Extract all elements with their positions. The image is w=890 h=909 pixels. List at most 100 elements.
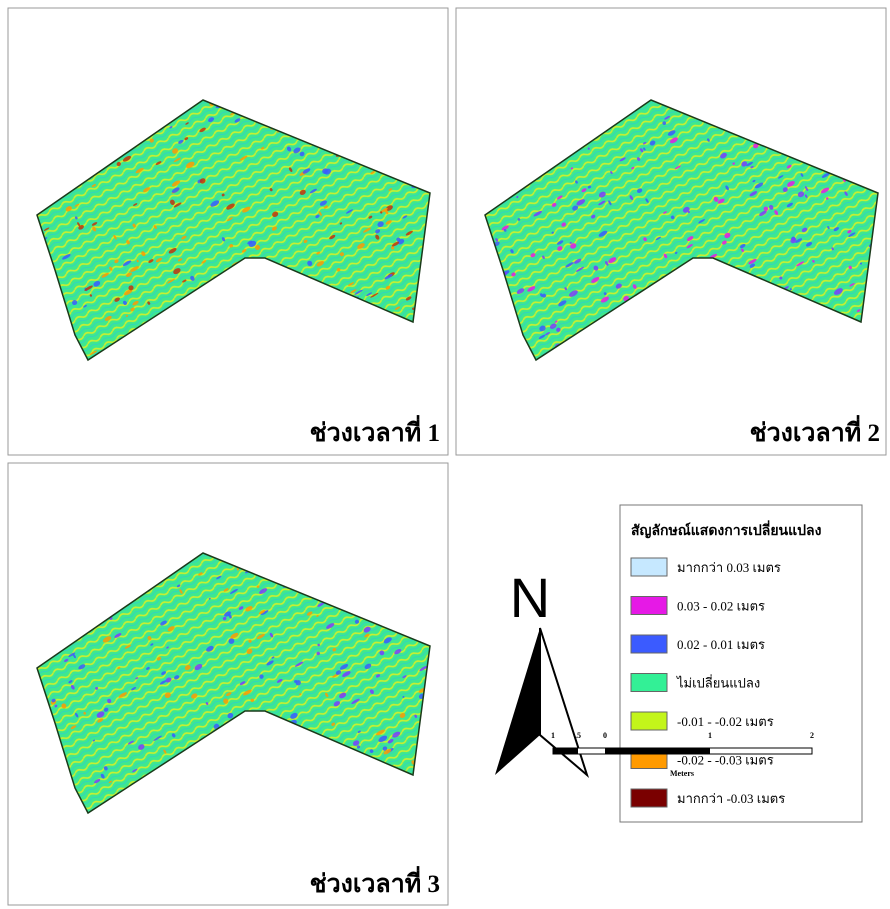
change-spot <box>371 765 381 774</box>
change-spot <box>146 802 153 807</box>
change-spot <box>428 633 437 640</box>
change-spot <box>484 308 491 315</box>
change-spot <box>237 741 247 750</box>
legend-swatch <box>631 712 667 730</box>
change-spot <box>249 111 254 116</box>
change-spot <box>49 737 55 742</box>
change-spot <box>516 130 520 133</box>
change-spot <box>159 770 168 776</box>
change-spot <box>121 808 128 814</box>
change-spot <box>398 128 405 133</box>
change-spot <box>490 166 499 174</box>
change-spot <box>87 139 94 146</box>
change-spot <box>164 551 171 557</box>
change-spot <box>695 350 701 355</box>
change-spot <box>154 804 159 809</box>
change-spot <box>95 132 102 137</box>
change-spot <box>42 596 48 602</box>
change-spot <box>732 104 741 113</box>
change-spot <box>358 770 367 776</box>
change-spot <box>722 329 728 334</box>
change-spot <box>130 564 134 569</box>
change-spot <box>665 301 672 306</box>
change-spot <box>865 158 873 166</box>
change-spot <box>250 328 257 334</box>
change-spot <box>101 110 110 117</box>
change-spot <box>219 754 227 760</box>
change-spot <box>68 600 76 606</box>
change-spot <box>297 125 305 131</box>
change-spot <box>303 751 307 755</box>
change-spot <box>746 291 751 296</box>
change-spot <box>102 588 106 592</box>
change-spot <box>594 333 602 341</box>
change-spot <box>185 332 194 339</box>
legend-label: -0.02 - -0.03 เมตร <box>677 753 774 768</box>
change-spot <box>430 695 436 701</box>
change-spot <box>238 106 243 111</box>
change-spot <box>785 306 795 314</box>
change-spot <box>270 725 279 732</box>
change-spot <box>610 320 614 324</box>
change-spot <box>307 126 315 134</box>
change-spot <box>368 572 372 575</box>
legend-swatch <box>631 635 667 653</box>
change-spot <box>655 351 660 357</box>
change-spot <box>141 347 146 352</box>
change-spot <box>823 341 832 348</box>
change-spot <box>165 804 176 813</box>
change-spot <box>879 154 886 161</box>
change-spot <box>387 803 393 809</box>
change-spot <box>591 125 598 131</box>
change-spot <box>286 729 295 736</box>
change-spot <box>300 558 304 562</box>
change-spot <box>682 346 687 351</box>
change-spot <box>530 134 538 141</box>
change-spot <box>529 144 538 151</box>
change-spot <box>823 349 831 355</box>
change-spot <box>216 322 223 328</box>
scale-label: .5 <box>575 731 581 740</box>
change-spot <box>612 104 618 110</box>
change-spot <box>40 619 43 622</box>
change-spot <box>79 623 84 628</box>
change-spot <box>500 296 503 299</box>
change-spot <box>84 127 94 135</box>
change-spot <box>266 764 275 770</box>
change-spot <box>518 344 523 348</box>
change-spot <box>424 166 433 172</box>
change-spot <box>646 312 653 318</box>
change-spot <box>343 801 351 808</box>
change-spot <box>33 222 40 227</box>
legend-swatch <box>631 597 667 615</box>
change-spot <box>427 268 435 274</box>
change-spot <box>103 803 110 810</box>
change-spot <box>286 564 296 573</box>
change-spot <box>254 104 259 109</box>
change-spot <box>190 313 196 318</box>
change-spot <box>545 137 549 141</box>
change-spot <box>65 592 75 600</box>
change-spot <box>490 201 495 207</box>
scale-label: 0 <box>603 731 607 740</box>
change-spot <box>296 580 301 586</box>
change-spot <box>118 127 129 136</box>
change-spot <box>703 274 710 281</box>
change-spot <box>713 119 722 126</box>
change-spot <box>422 97 431 105</box>
change-spot <box>266 295 276 304</box>
change-spot <box>345 605 350 611</box>
change-spot <box>814 308 824 316</box>
change-spot <box>411 122 414 125</box>
change-spot <box>844 133 849 138</box>
change-spot <box>303 761 312 768</box>
change-spot <box>486 292 491 297</box>
change-spot <box>89 160 95 166</box>
change-spot <box>155 805 158 808</box>
change-spot <box>486 140 496 148</box>
change-spot <box>349 101 356 108</box>
change-spot <box>278 728 283 733</box>
change-spot <box>315 298 323 304</box>
change-spot <box>413 777 423 786</box>
change-spot <box>67 109 76 116</box>
